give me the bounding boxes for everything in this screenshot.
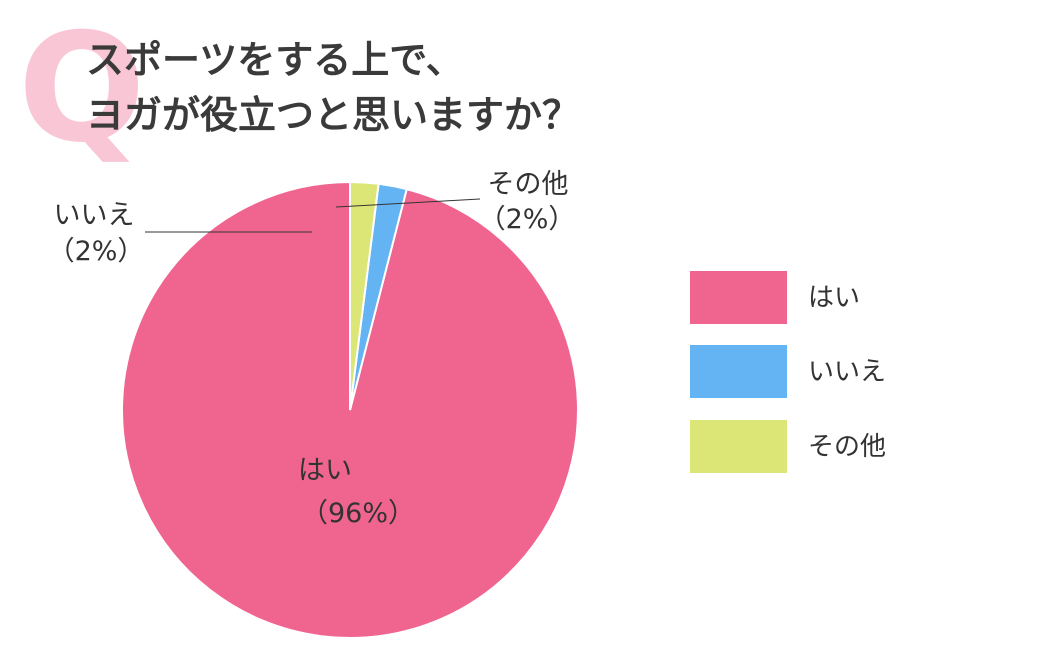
legend-label-hai: はい [808, 283, 860, 313]
data-label-sonota-name: その他 [488, 169, 569, 200]
legend-swatch-iie [690, 345, 787, 398]
question-mark-icon: Q [18, 2, 146, 176]
pie-slices [121, 180, 579, 639]
data-label-hai-value: （96%） [301, 498, 415, 529]
chart-title-line-1: スポーツをする上で、 [86, 38, 464, 82]
leader-line-sonota [335, 198, 481, 208]
legend-swatch-sonota [690, 420, 787, 473]
legend-swatch-hai [690, 271, 787, 324]
chart-title-line-2: ヨガが役立つと思いますか？ [86, 93, 580, 137]
data-label-sonota-value: （2%） [479, 204, 576, 235]
pie-slice-sonota [349, 180, 380, 411]
data-label-hai-name: はい [298, 455, 352, 486]
data-label-iie-value: （2%） [48, 236, 145, 267]
legend-label-iie: いいえ [808, 357, 886, 387]
legend: はい いいえ その他 [690, 271, 886, 473]
data-label-iie-name: いいえ [54, 200, 135, 231]
legend-label-sonota: その他 [808, 432, 886, 462]
